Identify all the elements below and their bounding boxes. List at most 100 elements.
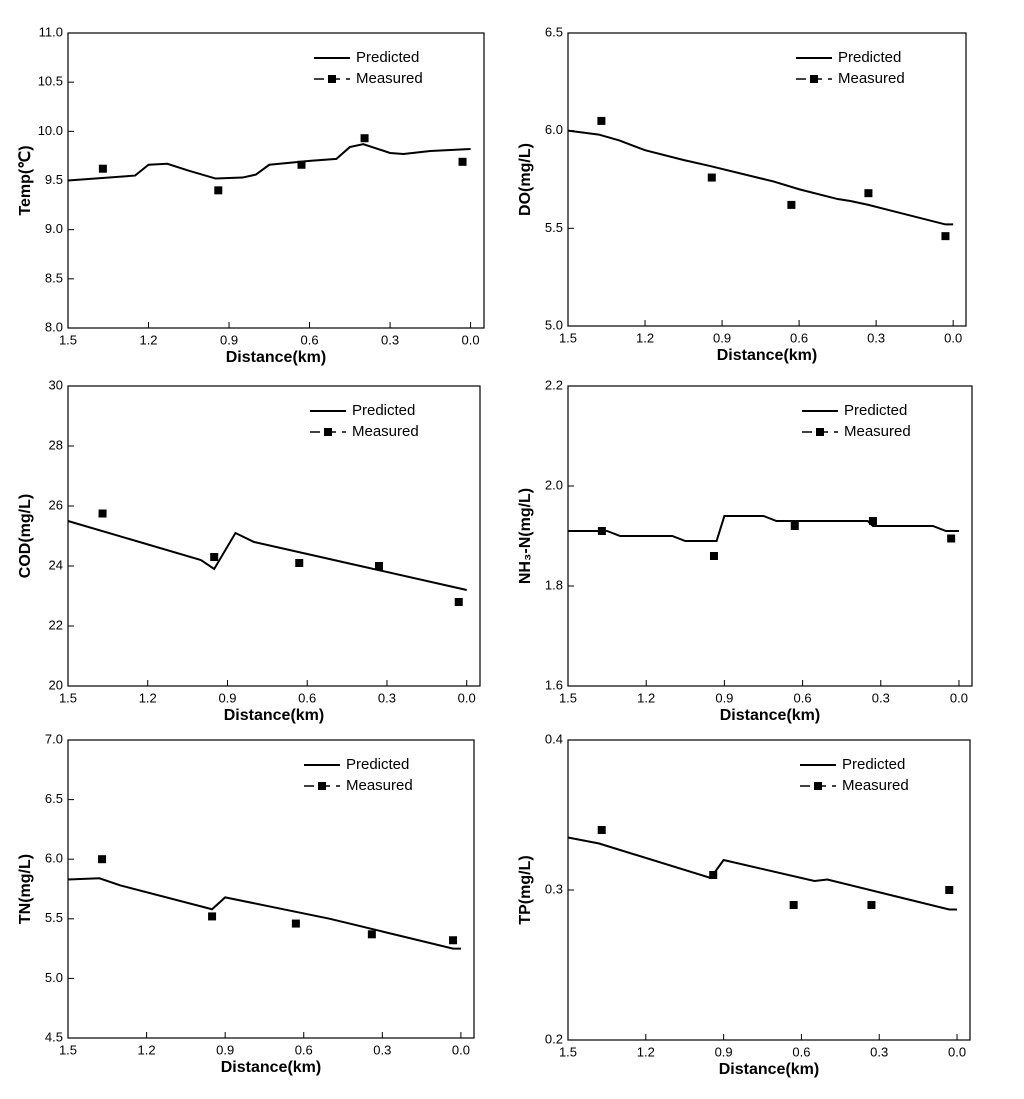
legend-label: Predicted	[346, 756, 409, 773]
y-tick-label: 20	[49, 677, 63, 692]
legend-label: Measured	[356, 70, 423, 87]
legend-marker	[816, 428, 824, 436]
panel: 5.0 5.5 6.0 6.5 1.5 1.2 0.9 0.6 0.3 0.0 Distance(k…	[517, 24, 967, 364]
measured-point	[947, 534, 956, 543]
y-axis-label: Temp(℃)	[17, 145, 34, 215]
x-tick-label: 1.5	[559, 330, 577, 345]
legend-label: Predicted	[844, 402, 907, 419]
x-tick-label: 0.9	[220, 332, 238, 347]
x-tick-label: 0.9	[713, 330, 731, 345]
x-tick-label: 0.0	[944, 330, 962, 345]
x-tick-label: 0.3	[872, 690, 890, 705]
y-tick-label: 5.5	[545, 220, 563, 235]
x-tick-label: 0.0	[948, 1044, 966, 1059]
measured-point	[297, 160, 306, 169]
y-tick-label: 28	[49, 437, 63, 452]
x-axis-label: Distance(km)	[221, 1059, 321, 1076]
x-axis-label: Distance(km)	[719, 1061, 819, 1078]
legend-marker	[810, 75, 818, 83]
measured-point	[945, 886, 954, 894]
x-tick-label: 1.2	[138, 1042, 156, 1057]
legend-marker	[324, 428, 332, 436]
x-tick-label: 0.0	[950, 690, 968, 705]
measured-point	[941, 232, 950, 241]
measured-point	[214, 186, 223, 195]
measured-point	[787, 200, 796, 209]
measured-point	[98, 164, 107, 173]
y-axis-label: NH₃-N(mg/L)	[517, 488, 534, 584]
legend-marker	[318, 782, 326, 790]
plot-frame	[67, 385, 481, 687]
y-tick-label: 2.2	[545, 377, 563, 392]
y-tick-label: 1.6	[545, 677, 563, 692]
y-tick-label: 5.0	[45, 970, 63, 985]
x-tick-label: 0.9	[715, 1044, 733, 1059]
y-axis-label: TN(mg/L)	[17, 854, 34, 924]
plot-frame	[567, 32, 967, 327]
plot-frame	[567, 385, 973, 687]
panel: 0.2 0.3 0.4 1.5 1.2 0.9 0.6 0.3 0.0 Distance(km) T…	[517, 731, 971, 1078]
x-tick-label: 0.6	[790, 330, 808, 345]
x-tick-label: 1.5	[59, 690, 77, 705]
measured-point	[789, 901, 798, 909]
y-tick-label: 5.0	[545, 317, 563, 332]
legend-label: Measured	[346, 777, 413, 794]
measured-point	[98, 509, 107, 518]
measured-point	[790, 522, 799, 530]
legend-marker	[328, 75, 336, 83]
y-tick-label: 24	[49, 557, 63, 572]
y-tick-label: 9.0	[45, 221, 63, 236]
x-tick-label: 0.6	[301, 332, 319, 347]
predicted-line	[67, 877, 461, 950]
x-tick-label: 0.9	[715, 690, 733, 705]
x-tick-label: 1.2	[139, 332, 157, 347]
measured-point	[597, 527, 606, 535]
x-tick-label: 0.0	[452, 1042, 470, 1057]
x-tick-label: 0.3	[378, 690, 396, 705]
legend-marker	[814, 782, 822, 790]
legend-label: Measured	[352, 423, 419, 440]
legend-label: Measured	[844, 423, 911, 440]
x-tick-label: 0.0	[462, 332, 480, 347]
measured-point	[707, 173, 716, 182]
predicted-line	[567, 836, 958, 911]
predicted-line	[567, 129, 954, 226]
y-axis-label: DO(mg/L)	[517, 143, 534, 216]
measured-point	[449, 936, 458, 945]
measured-point	[458, 157, 467, 166]
predicted-line	[67, 520, 467, 591]
y-tick-label: 30	[49, 377, 63, 392]
measured-point	[367, 930, 376, 939]
x-tick-label: 1.2	[636, 330, 654, 345]
y-tick-label: 22	[49, 617, 63, 632]
y-tick-label: 6.5	[45, 791, 63, 806]
measured-point	[709, 871, 718, 879]
measured-point	[597, 116, 606, 125]
y-tick-label: 26	[49, 497, 63, 512]
x-tick-label: 0.3	[870, 1044, 888, 1059]
x-tick-label: 0.6	[298, 690, 316, 705]
x-axis-label: Distance(km)	[717, 347, 817, 364]
x-tick-label: 0.6	[792, 1044, 810, 1059]
y-tick-label: 9.5	[45, 172, 63, 187]
x-axis-label: Distance(km)	[224, 707, 324, 724]
measured-point	[291, 919, 300, 928]
y-tick-label: 6.0	[45, 851, 63, 866]
y-tick-label: 7.0	[45, 731, 63, 746]
measured-point	[597, 826, 606, 834]
legend-label: Predicted	[838, 49, 901, 66]
x-tick-label: 1.5	[59, 1042, 77, 1057]
x-tick-label: 1.2	[637, 690, 655, 705]
y-axis-label: COD(mg/L)	[17, 494, 34, 578]
x-tick-label: 0.9	[218, 690, 236, 705]
y-tick-label: 6.0	[545, 122, 563, 137]
legend-label: Predicted	[352, 402, 415, 419]
x-tick-label: 0.0	[458, 690, 476, 705]
x-tick-label: 1.2	[139, 690, 157, 705]
y-tick-label: 10.0	[38, 123, 63, 138]
panel: 1.6 1.8 2.0 2.2 1.5 1.2 0.9 0.6 0.3 0.0 Distance(k…	[517, 377, 973, 724]
x-tick-label: 0.6	[295, 1042, 313, 1057]
legend-label: Predicted	[842, 756, 905, 773]
measured-point	[454, 598, 463, 606]
